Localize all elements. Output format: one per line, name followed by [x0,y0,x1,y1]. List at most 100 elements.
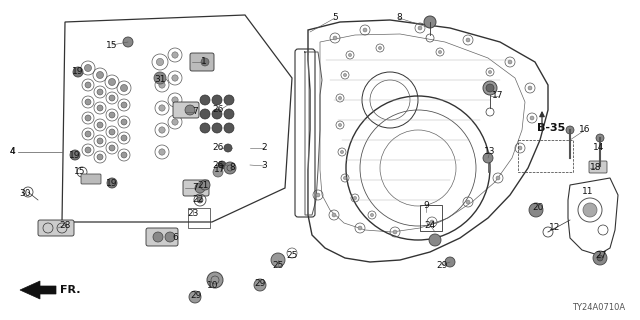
Circle shape [566,126,574,134]
Text: 31: 31 [154,76,166,84]
Circle shape [358,226,362,230]
Text: 28: 28 [60,220,70,229]
Circle shape [488,70,492,74]
Circle shape [197,197,203,203]
Circle shape [224,144,232,152]
Circle shape [200,123,210,133]
Circle shape [84,65,92,71]
Circle shape [424,16,436,28]
Circle shape [159,127,165,133]
Circle shape [85,99,91,105]
Text: 24: 24 [424,220,436,229]
Circle shape [159,149,165,155]
Circle shape [185,105,195,115]
Polygon shape [20,281,56,299]
Circle shape [189,291,201,303]
Text: 1: 1 [201,58,207,67]
Text: 10: 10 [207,282,219,291]
Text: 4: 4 [9,148,15,156]
FancyBboxPatch shape [146,228,178,246]
Circle shape [109,78,115,85]
Text: 8: 8 [229,164,235,172]
Circle shape [224,109,234,119]
Circle shape [333,36,337,40]
Text: 22: 22 [193,196,204,204]
Circle shape [466,38,470,42]
Circle shape [121,152,127,158]
FancyBboxPatch shape [81,174,101,184]
Circle shape [85,115,91,121]
Circle shape [316,193,320,197]
Circle shape [430,220,434,224]
Circle shape [378,46,381,50]
Circle shape [207,272,223,288]
Circle shape [121,102,127,108]
Circle shape [340,150,344,154]
FancyBboxPatch shape [589,161,607,173]
Text: 23: 23 [188,210,198,219]
Circle shape [165,232,175,242]
Circle shape [85,82,91,88]
Text: 26: 26 [212,143,224,153]
Circle shape [159,105,165,111]
Text: 19: 19 [72,68,84,76]
Text: 25: 25 [286,251,298,260]
Text: 14: 14 [593,143,605,153]
Circle shape [212,95,222,105]
Text: 11: 11 [582,188,594,196]
Text: 6: 6 [172,234,178,243]
FancyBboxPatch shape [183,180,209,196]
Text: TY24A0710A: TY24A0710A [572,303,625,312]
Text: 17: 17 [214,165,226,174]
Circle shape [224,95,234,105]
Text: 16: 16 [579,125,591,134]
Circle shape [213,167,223,177]
Circle shape [73,67,83,77]
Circle shape [109,129,115,135]
Circle shape [159,82,165,88]
Circle shape [224,123,234,133]
Text: 5: 5 [332,13,338,22]
Text: 18: 18 [590,164,602,172]
Text: 7: 7 [192,108,198,116]
Circle shape [212,123,222,133]
Text: 29: 29 [436,260,448,269]
Circle shape [483,153,493,163]
Circle shape [123,37,133,47]
Circle shape [97,122,103,128]
Circle shape [97,89,103,95]
Text: 20: 20 [532,203,544,212]
Circle shape [156,58,164,66]
Circle shape [70,150,80,160]
Text: 12: 12 [549,223,561,233]
Circle shape [529,203,543,217]
Circle shape [172,75,178,81]
Circle shape [438,50,442,53]
Circle shape [172,97,178,103]
Circle shape [107,178,117,188]
Circle shape [109,145,115,151]
Circle shape [97,154,103,160]
Text: 2: 2 [261,143,267,153]
Text: 4: 4 [9,148,15,156]
Circle shape [429,234,441,246]
Circle shape [466,200,470,204]
Circle shape [109,112,115,118]
Circle shape [486,84,494,92]
Circle shape [445,257,455,267]
Circle shape [339,124,342,127]
Text: 13: 13 [484,148,496,156]
Text: 19: 19 [69,150,81,159]
Circle shape [271,253,285,267]
Circle shape [109,95,115,101]
Circle shape [172,119,178,125]
Circle shape [154,72,166,84]
Circle shape [597,255,603,261]
Text: 27: 27 [595,251,607,260]
FancyBboxPatch shape [173,102,199,118]
Circle shape [596,134,604,142]
Circle shape [339,96,342,100]
Circle shape [332,213,336,217]
Circle shape [85,147,91,153]
Text: B-35: B-35 [537,123,565,133]
